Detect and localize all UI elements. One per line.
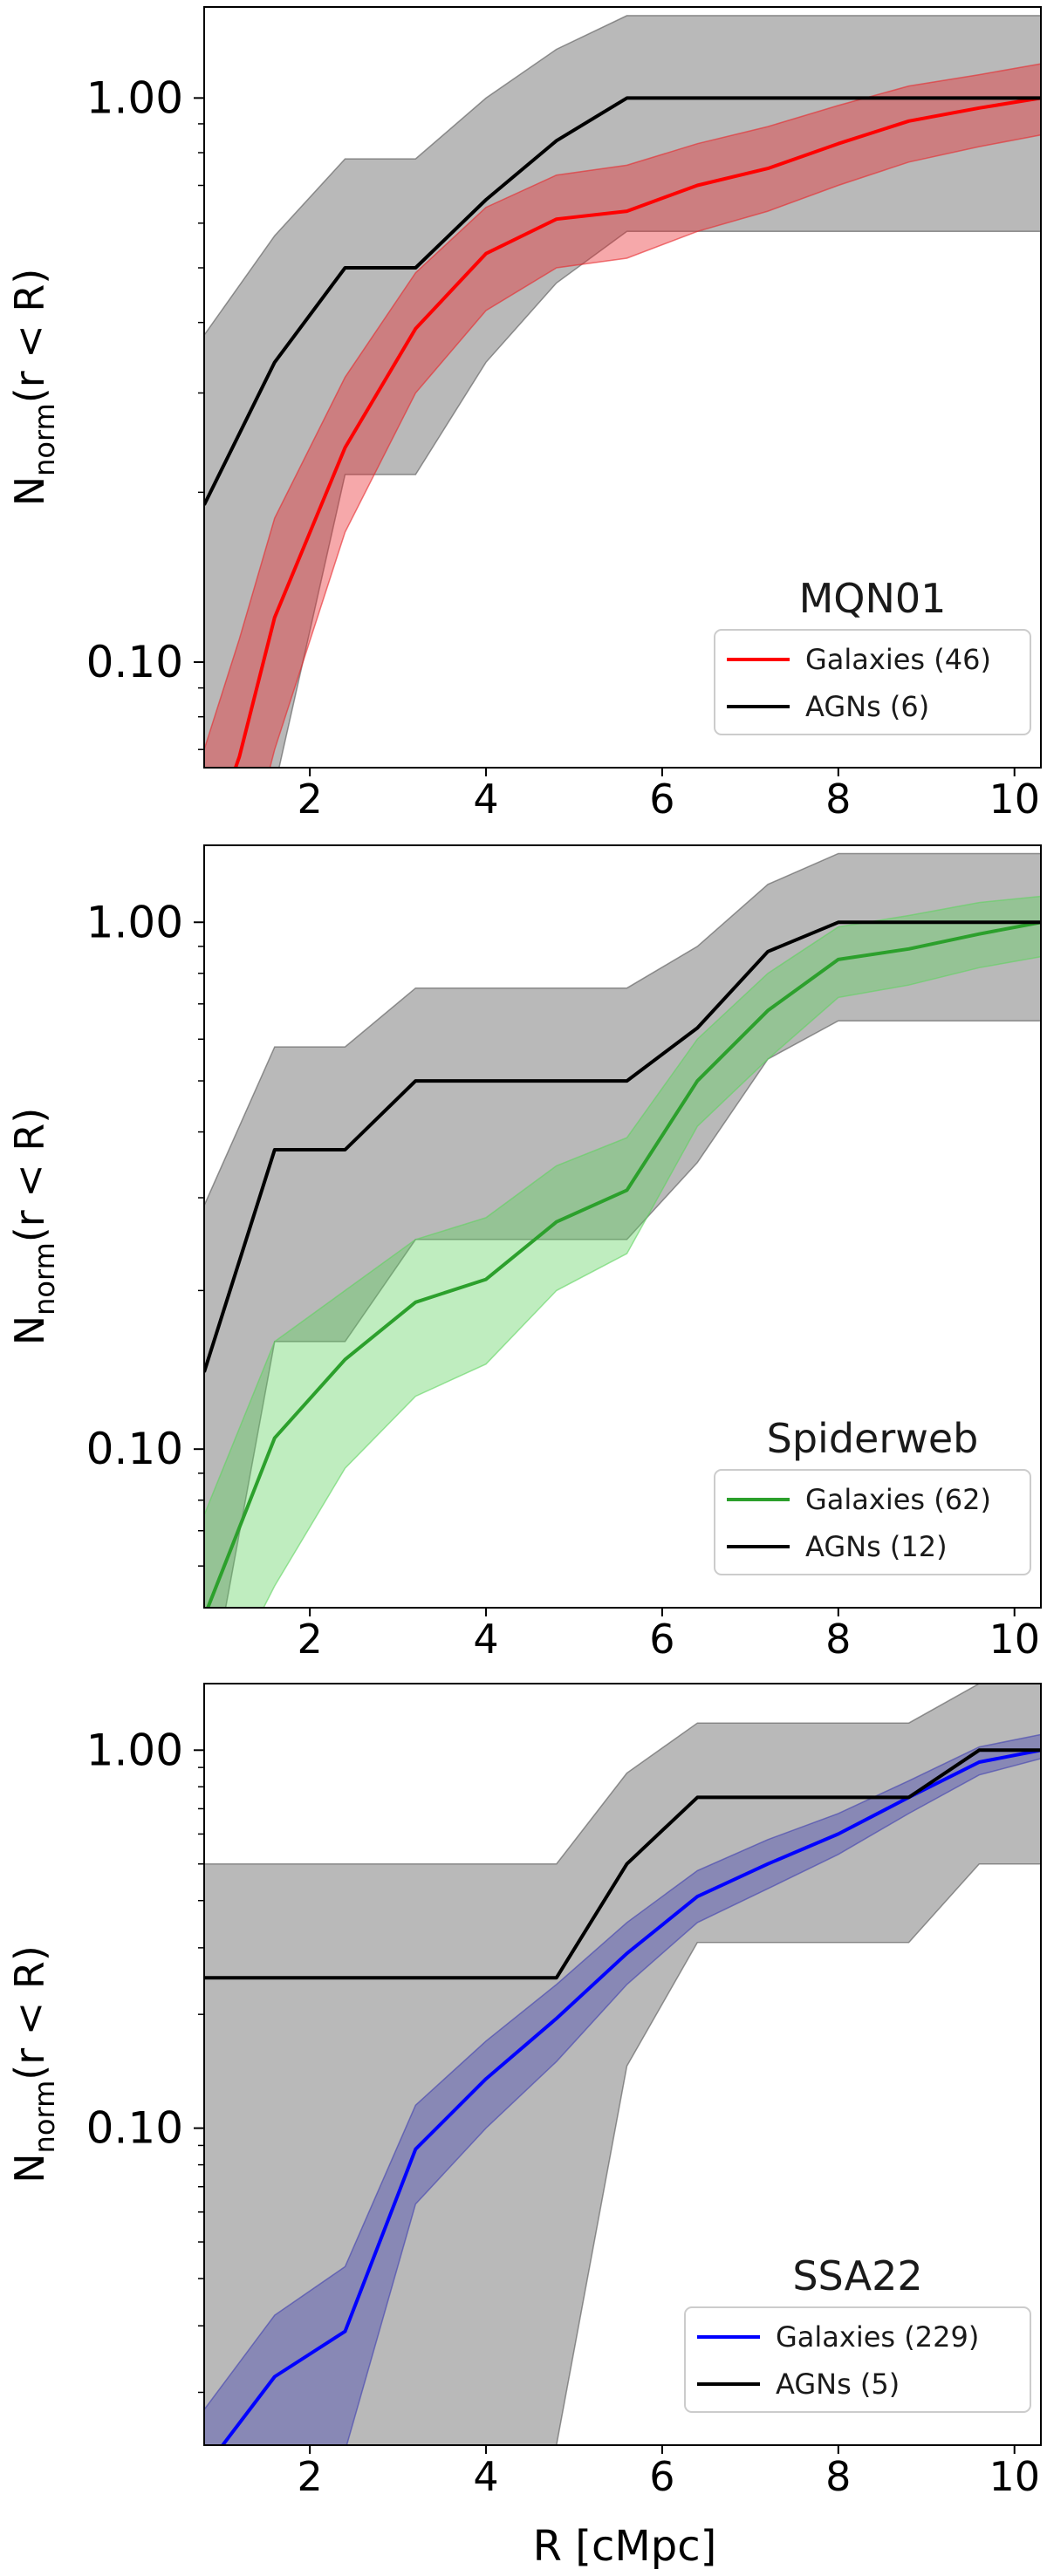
x-tick-label: 8 — [825, 2453, 851, 2500]
series-line-galaxies — [233, 96, 1041, 768]
legend-title: Spiderweb — [767, 1415, 979, 1462]
series-band-galaxies — [204, 895, 1041, 1608]
legend-label: AGNs (6) — [805, 690, 929, 723]
plot-area — [204, 1684, 1041, 2445]
y-axis-label: Nnorm(r < R) — [6, 1108, 61, 1346]
x-tick-label: 2 — [297, 776, 322, 823]
series-line-galaxies — [206, 920, 1041, 1608]
y-tick-label: 1.00 — [86, 72, 183, 123]
x-tick-label: 4 — [473, 776, 498, 823]
x-tick-label: 2 — [297, 2453, 322, 2500]
legend-label: Galaxies (46) — [805, 643, 991, 676]
axes-frame — [203, 1683, 1042, 2446]
legend-title: SSA22 — [792, 2252, 922, 2299]
series-line-agn — [204, 1748, 1041, 1980]
legend-label: AGNs (5) — [776, 2368, 900, 2401]
series-band-agn — [204, 1684, 1041, 2445]
axes-frame — [203, 844, 1042, 1609]
y-axis-label: Nnorm(r < R) — [6, 269, 61, 507]
series-line-agn — [204, 96, 1041, 506]
y-tick-label: 1.00 — [86, 1725, 183, 1775]
panel-mqn01: 2 4 6 8 10 0.10 1.00 Nnorm(r < R) MQN01 Galaxies … — [6, 6, 1042, 823]
x-tick-label: 6 — [649, 1616, 674, 1663]
series-band-agn — [204, 15, 1041, 768]
legend-title: MQN01 — [799, 575, 947, 622]
legend-box — [714, 1469, 1031, 1575]
series-band-agn — [204, 852, 1041, 1608]
y-tick-label: 0.10 — [86, 1424, 183, 1474]
x-tick-label: 8 — [825, 776, 851, 823]
x-tick-label: 8 — [825, 1616, 851, 1663]
axes-frame — [203, 6, 1042, 769]
y-tick-label: 0.10 — [86, 637, 183, 687]
series-band-galaxies — [204, 63, 1041, 768]
x-tick-label: 10 — [989, 776, 1040, 823]
x-tick-label: 2 — [297, 1616, 322, 1663]
legend-label: Galaxies (62) — [805, 1483, 991, 1516]
x-axis-label: R [cMpc] — [533, 2522, 717, 2571]
legend-label: Galaxies (229) — [776, 2320, 979, 2354]
y-tick-label: 0.10 — [86, 2103, 183, 2154]
x-tick-label: 6 — [649, 2453, 674, 2500]
y-tick-label: 1.00 — [86, 897, 183, 947]
y-axis-label: Nnorm(r < R) — [6, 1945, 61, 2183]
x-tick-label: 10 — [989, 1616, 1040, 1663]
series-line-agn — [204, 920, 1041, 1373]
x-tick-label: 4 — [473, 2453, 498, 2500]
x-tick-label: 6 — [649, 776, 674, 823]
series-band-galaxies — [204, 1733, 1041, 2445]
x-tick-label: 10 — [989, 2453, 1040, 2500]
panel-spiderweb: 2 4 6 8 10 0.10 1.00 Nnorm(r < R) Spiderweb Galax… — [6, 844, 1042, 1663]
plot-area — [204, 15, 1041, 768]
panel-ssa22: 2 4 6 8 10 0.10 1.00 Nnorm(r < R) SSA22 Galaxies … — [6, 1683, 1042, 2500]
legend-box — [714, 629, 1031, 735]
x-tick-label: 4 — [473, 1616, 498, 1663]
legend-box — [684, 2306, 1031, 2413]
plot-area — [204, 852, 1041, 1608]
legend-label: AGNs (12) — [805, 1530, 948, 1563]
